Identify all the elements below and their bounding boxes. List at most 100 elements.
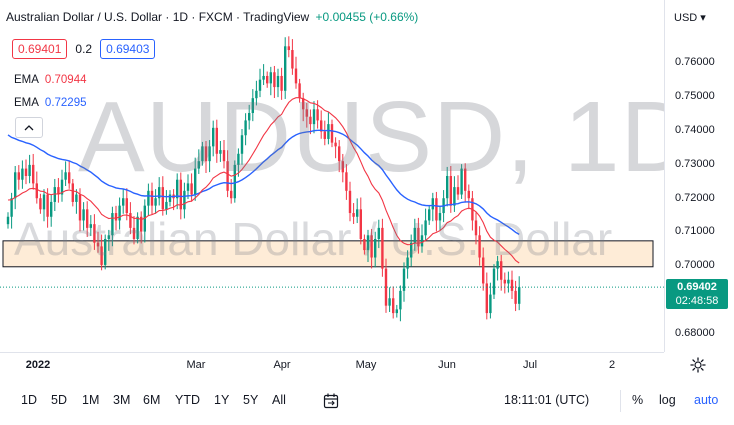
candle-body — [485, 283, 488, 314]
candle-body — [158, 187, 161, 199]
candle-body — [255, 90, 258, 99]
candle-body — [219, 150, 222, 154]
ema-fast-line — [7, 97, 520, 264]
price-scale[interactable]: 0.76000 0.75000 0.74000 0.73000 0.72000 … — [664, 0, 734, 352]
timeframe-3m-button[interactable]: 3M — [113, 393, 131, 407]
candle-body — [381, 227, 384, 269]
candle-body — [125, 198, 128, 214]
price-tick: 0.75000 — [675, 90, 715, 102]
price-change: +0.00455 (+0.66%) — [315, 10, 419, 24]
chart-legend[interactable]: Australian Dollar / U.S. Dollar · 1D · F… — [6, 10, 421, 24]
time-scale[interactable]: 2022 Mar Apr May Jun Jul 2 — [0, 352, 664, 378]
sell-price-button[interactable]: 0.69401 — [12, 39, 68, 59]
candle-body — [233, 164, 236, 199]
gear-icon[interactable] — [690, 357, 706, 373]
ema-legend-2[interactable]: EMA 0.72295 — [14, 97, 87, 109]
candle-body — [438, 213, 442, 221]
candle-body — [136, 216, 139, 239]
buy-price-button[interactable]: 0.69403 — [100, 39, 156, 59]
candle-body — [363, 238, 366, 251]
last-price-label: 0.69402 02:48:58 — [666, 279, 728, 309]
candle-body — [413, 227, 416, 243]
candle-body — [348, 190, 352, 214]
candle-body — [482, 257, 485, 284]
candle-body — [179, 179, 182, 210]
candle-body — [503, 279, 506, 284]
candle-body — [464, 168, 467, 191]
bid-ask-panel[interactable]: 0.69401 0.2 0.69403 — [12, 39, 156, 59]
candle-body — [273, 72, 276, 88]
candle-body — [399, 290, 402, 310]
candle-body — [489, 294, 492, 314]
candle-body — [86, 209, 89, 228]
candle-body — [35, 183, 38, 199]
candle-body — [377, 227, 380, 239]
candle-body — [168, 194, 172, 202]
candle-body — [402, 268, 406, 291]
candle-body — [453, 187, 456, 206]
timeframe-1d-button[interactable]: 1D — [21, 393, 37, 407]
candle-body — [320, 120, 323, 132]
candle-body — [338, 146, 341, 162]
time-tick: Jun — [438, 359, 456, 371]
candle-body — [53, 187, 56, 202]
candle-body — [96, 242, 100, 247]
chart-pane[interactable]: AUDUSD, 1D Australian Dollar / U.S. Doll… — [0, 0, 664, 352]
candle-body — [222, 150, 226, 162]
candle-body — [24, 168, 28, 176]
candle-body — [197, 161, 200, 169]
ema-legend-1[interactable]: EMA 0.70944 — [14, 74, 87, 86]
candle-body — [449, 176, 452, 206]
symbol-title[interactable]: Australian Dollar / U.S. Dollar · 1D · F… — [6, 10, 310, 24]
candle-body — [42, 194, 46, 210]
candle-body — [312, 109, 316, 125]
candle-body — [39, 198, 42, 210]
candle-body — [46, 194, 49, 217]
candle-body — [514, 290, 517, 304]
candle-body — [122, 198, 125, 206]
candlestick-chart[interactable] — [0, 0, 664, 352]
timeframe-5y-button[interactable]: 5Y — [243, 393, 259, 407]
candle-body — [410, 242, 413, 258]
time-tick: 2022 — [25, 359, 51, 371]
candle-body — [478, 235, 481, 258]
candle-body — [201, 146, 204, 162]
timeframe-ytd-button[interactable]: YTD — [175, 393, 200, 407]
support-zone[interactable] — [2, 240, 654, 268]
candle-body — [14, 172, 17, 199]
candle-body — [456, 187, 460, 195]
candle-body — [154, 198, 157, 206]
candle-body — [208, 146, 211, 162]
collapse-legend-button[interactable] — [15, 117, 43, 138]
candle-body — [359, 209, 362, 239]
log-toggle[interactable]: log — [659, 393, 676, 407]
candle-body — [467, 190, 470, 199]
utc-clock[interactable]: 18:11:01 (UTC) — [504, 393, 590, 407]
timeframe-1y-button[interactable]: 1Y — [214, 393, 230, 407]
zone-rect[interactable] — [2, 240, 654, 268]
ema-label: EMA — [14, 74, 39, 86]
candle-body — [251, 98, 254, 114]
date-range-icon[interactable] — [322, 392, 340, 410]
price-tick: 0.72000 — [675, 192, 715, 204]
percent-toggle[interactable]: % — [632, 393, 644, 407]
candle-body — [417, 227, 420, 247]
candle-body — [6, 216, 10, 225]
price-tick: 0.76000 — [675, 56, 715, 68]
candle-body — [111, 213, 114, 236]
timeframe-all-button[interactable]: All — [272, 393, 286, 407]
candle-body — [186, 183, 190, 191]
candle-body — [140, 216, 143, 232]
candle-body — [305, 109, 308, 117]
candle-body — [269, 72, 272, 84]
currency-selector[interactable]: USD ▾ — [674, 12, 706, 24]
timeframe-1m-button[interactable]: 1M — [82, 393, 100, 407]
timeframe-5d-button[interactable]: 5D — [51, 393, 67, 407]
candle-body — [492, 268, 496, 295]
candle-body — [75, 194, 78, 202]
candle-body — [226, 161, 229, 191]
candle-body — [388, 298, 391, 306]
auto-scale-toggle[interactable]: auto — [694, 393, 719, 407]
candle-body — [287, 46, 290, 51]
timeframe-6m-button[interactable]: 6M — [143, 393, 161, 407]
